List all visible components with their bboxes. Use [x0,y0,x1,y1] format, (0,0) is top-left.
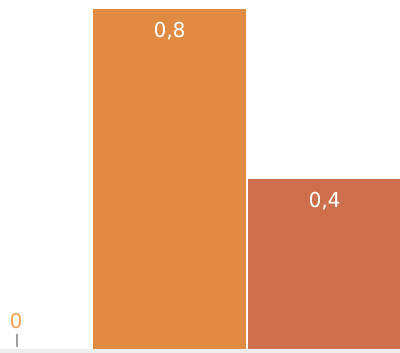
baseline-band [0,349,400,353]
bar-2 [248,179,400,349]
bar-value-label-2: 0,4 [309,188,341,212]
x-tick-label-zero: 0 [10,309,23,333]
bar-value-label-1: 0,8 [154,18,186,42]
bars-layer: 0,8 0,4 [93,9,400,349]
axis-layer: 0 [0,309,400,353]
bar-1 [93,9,246,349]
